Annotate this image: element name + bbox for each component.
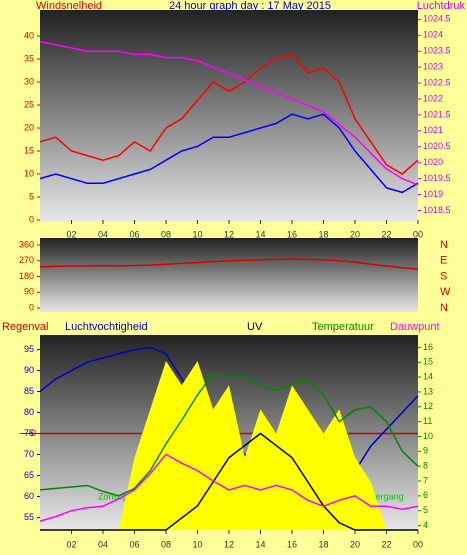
y2-tick-label: 5 [423,505,428,515]
y2-tick-label: 15 [423,357,433,367]
legend-label: Temperatuur [312,321,374,333]
line [39,373,419,497]
y-tick-label: 0 [29,214,34,224]
y-tick-label: 25 [24,99,34,109]
y2-tick-label: 11 [423,416,432,426]
x-tick-label: 18 [318,229,328,239]
y2-tick-label: 7 [423,475,428,485]
y2-tick-label: 1022 [423,93,443,103]
direction-panel [40,238,418,312]
direction-label: E [440,255,447,267]
x-tick-label: 02 [66,539,76,549]
line [39,53,419,175]
y-tick-label: 90 [24,365,34,375]
x-tick-label: 22 [381,539,391,549]
x-tick-label: 10 [192,229,202,239]
legend-label: Regenval [2,321,48,333]
y-tick-label: 15 [24,145,34,155]
y-tick-label: 40 [24,30,34,40]
y2-tick-label: 6 [423,490,428,500]
y-tick-label: 75 [24,428,34,438]
y-tick-label: 85 [24,386,34,396]
y2-tick-label: 1022.5 [423,77,451,87]
y2-axis-title: Luchtdruk [417,0,466,12]
line [39,40,419,186]
x-tick-label: 10 [192,539,202,549]
y2-tick-label: 13 [423,386,433,396]
annotation: Zonsopkomst [98,491,153,501]
y-tick-label: 70 [24,449,34,459]
x-tick-label: 08 [161,229,171,239]
direction-label: S [440,270,447,282]
y-tick-label: 60 [24,491,34,501]
x-tick-label: 20 [350,539,360,549]
x-tick-label: 12 [224,229,234,239]
x-tick-label: 04 [98,539,108,549]
y-axis-title: Windsnelheid [36,0,102,12]
y-tick-label: 270 [19,255,34,265]
legend-label: UV [247,321,263,333]
y2-tick-label: 1023.5 [423,46,451,56]
y2-tick-label: 9 [423,446,428,456]
wind-panel [40,10,418,222]
x-tick-label: 16 [287,229,297,239]
y-tick-label: 360 [19,239,34,249]
x-tick-label: 14 [255,229,265,239]
line [39,453,419,522]
y2-tick-label: 12 [423,401,433,411]
direction-label: N [440,302,448,314]
x-tick-label: 16 [287,539,297,549]
x-tick-label: 08 [161,539,171,549]
y2-tick-label: 1020 [423,157,443,167]
y2-tick-label: 1024.5 [423,14,451,24]
x-tick-label: 22 [381,229,391,239]
y2-tick-label: 1021 [423,125,443,135]
legend-label: Luchtvochtigheid [65,321,148,333]
y-tick-label: 55 [24,512,34,522]
y-tick-label: 5 [29,191,34,201]
rain-tick-label: 0 [31,428,36,438]
chart-title: 24 hour graph day : 17 May 2015 [169,0,331,12]
y-tick-label: 20 [24,122,34,132]
x-tick-label: 00 [413,539,423,549]
y-tick-label: 80 [24,407,34,417]
x-tick-label: 00 [413,229,423,239]
x-tick-label: 04 [98,229,108,239]
y2-tick-label: 8 [423,461,428,471]
x-tick-label: 14 [255,539,265,549]
line [39,258,419,270]
y-tick-label: 95 [24,344,34,354]
y2-tick-label: 1019 [423,189,443,199]
y-tick-label: 10 [24,168,34,178]
x-tick-label: 06 [129,539,139,549]
y2-tick-label: 10 [423,431,433,441]
y2-tick-label: 14 [423,371,433,381]
y2-tick-label: 1018.5 [423,205,451,215]
y-tick-label: 30 [24,76,34,86]
x-tick-label: 02 [66,229,76,239]
x-tick-label: 18 [318,539,328,549]
y2-tick-label: 1019.5 [423,173,451,183]
y-tick-label: 65 [24,470,34,480]
line [39,113,419,194]
x-tick-label: 06 [129,229,139,239]
y-tick-label: 180 [19,271,34,281]
x-tick-label: 12 [224,539,234,549]
legend-label: Dauwpunt [390,321,440,333]
y2-tick-label: 1024 [423,30,443,40]
direction-label: N [440,239,448,251]
y-tick-label: 0 [29,302,34,312]
y-tick-label: 35 [24,53,34,63]
y2-tick-label: 1023 [423,62,443,72]
line [40,432,418,531]
y2-tick-label: 1021.5 [423,109,451,119]
y2-tick-label: 4 [423,520,428,530]
direction-label: W [440,286,451,298]
x-tick-label: 20 [350,229,360,239]
y2-tick-label: 1020.5 [423,141,451,151]
y-tick-label: 90 [24,287,34,297]
y2-tick-label: 16 [423,342,433,352]
